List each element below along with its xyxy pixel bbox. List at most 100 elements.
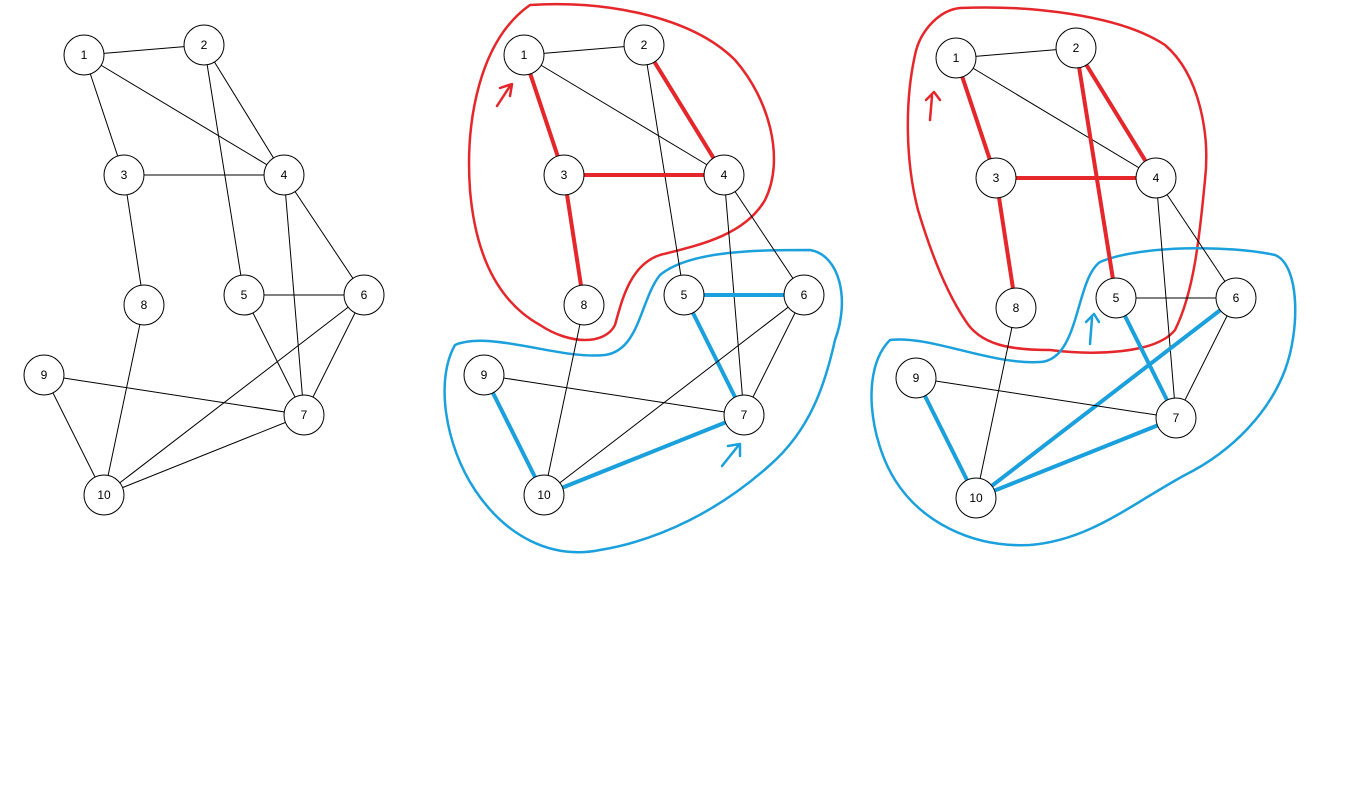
node-4: 4 bbox=[263, 154, 305, 196]
red-arrow-icon bbox=[924, 90, 942, 122]
edge-7-10 bbox=[103, 414, 305, 496]
node-circle bbox=[935, 37, 977, 79]
node-9: 9 bbox=[895, 357, 937, 399]
node-label: 10 bbox=[969, 491, 983, 505]
edge-2-5 bbox=[1074, 46, 1118, 300]
edge-3-8 bbox=[123, 174, 145, 306]
edge-6-7 bbox=[743, 294, 805, 416]
node-label: 1 bbox=[81, 48, 88, 62]
node-circle bbox=[623, 24, 665, 66]
edge-9-10 bbox=[482, 373, 546, 497]
node-3: 3 bbox=[103, 154, 145, 196]
edge-7-10 bbox=[542, 413, 746, 497]
node-label: 10 bbox=[97, 488, 111, 502]
edge-7-10 bbox=[974, 416, 1178, 500]
node-label: 8 bbox=[141, 298, 148, 312]
node-6: 6 bbox=[1215, 277, 1257, 319]
edge-3-8 bbox=[994, 176, 1018, 310]
node-circle bbox=[995, 287, 1037, 329]
node-label: 6 bbox=[361, 288, 368, 302]
edge-1-3 bbox=[83, 54, 125, 176]
node-3: 3 bbox=[975, 157, 1017, 199]
node-label: 3 bbox=[561, 168, 568, 182]
node-label: 7 bbox=[301, 408, 308, 422]
node-circle bbox=[723, 394, 765, 436]
node-10: 10 bbox=[523, 474, 565, 516]
edge-6-10 bbox=[103, 294, 365, 496]
edge-2-5 bbox=[643, 44, 685, 296]
node-circle bbox=[975, 157, 1017, 199]
node-circle bbox=[63, 34, 105, 76]
node-7: 7 bbox=[723, 394, 765, 436]
node-label: 10 bbox=[537, 488, 551, 502]
node-circle bbox=[263, 154, 305, 196]
node-label: 2 bbox=[1073, 41, 1080, 55]
partition-b-graph: 1 2 3 4 5 6 7 8 9 10 bbox=[870, 6, 1297, 547]
node-9: 9 bbox=[463, 354, 505, 396]
node-9: 9 bbox=[23, 354, 65, 396]
node-7: 7 bbox=[283, 394, 325, 436]
node-circle bbox=[23, 354, 65, 396]
original-graph: 1 2 3 4 5 6 7 8 9 10 bbox=[23, 24, 385, 516]
node-label: 4 bbox=[721, 168, 728, 182]
partition-a-graph: 1 2 3 4 5 6 7 8 9 10 bbox=[443, 2, 844, 554]
node-10: 10 bbox=[955, 477, 997, 519]
node-label: 2 bbox=[201, 38, 208, 52]
node-circle bbox=[895, 357, 937, 399]
edge-4-6 bbox=[283, 174, 365, 296]
node-circle bbox=[543, 154, 585, 196]
node-4: 4 bbox=[703, 154, 745, 196]
edge-2-4 bbox=[642, 43, 726, 177]
node-7: 7 bbox=[1155, 397, 1197, 439]
node-1: 1 bbox=[935, 37, 977, 79]
node-label: 8 bbox=[1013, 301, 1020, 315]
node-circle bbox=[1055, 27, 1097, 69]
node-2: 2 bbox=[623, 24, 665, 66]
node-circle bbox=[283, 394, 325, 436]
node-label: 8 bbox=[581, 298, 588, 312]
node-circle bbox=[343, 274, 385, 316]
node-label: 5 bbox=[681, 288, 688, 302]
node-2: 2 bbox=[1055, 27, 1097, 69]
node-label: 3 bbox=[993, 171, 1000, 185]
node-label: 2 bbox=[641, 38, 648, 52]
edge-1-4 bbox=[955, 57, 1157, 179]
node-label: 5 bbox=[1113, 291, 1120, 305]
edge-6-7 bbox=[303, 294, 365, 416]
edge-7-9 bbox=[483, 374, 745, 416]
edge-6-7 bbox=[1175, 297, 1237, 419]
node-1: 1 bbox=[503, 34, 545, 76]
node-10: 10 bbox=[83, 474, 125, 516]
edge-2-4 bbox=[1074, 46, 1158, 180]
node-circle bbox=[703, 154, 745, 196]
node-circle bbox=[1095, 277, 1137, 319]
red-region-outline bbox=[906, 6, 1208, 354]
node-circle bbox=[563, 284, 605, 326]
node-label: 4 bbox=[1153, 171, 1160, 185]
node-circle bbox=[503, 34, 545, 76]
node-5: 5 bbox=[1095, 277, 1137, 319]
node-label: 1 bbox=[521, 48, 528, 62]
edge-6-10 bbox=[543, 294, 805, 496]
node-5: 5 bbox=[223, 274, 265, 316]
node-label: 4 bbox=[281, 168, 288, 182]
node-circle bbox=[463, 354, 505, 396]
edge-9-10 bbox=[914, 376, 978, 500]
node-8: 8 bbox=[995, 287, 1037, 329]
edge-8-10 bbox=[543, 304, 585, 496]
node-label: 9 bbox=[913, 371, 920, 385]
blue-arrow-icon bbox=[720, 442, 742, 468]
node-circle bbox=[103, 154, 145, 196]
node-label: 7 bbox=[741, 408, 748, 422]
node-label: 6 bbox=[1233, 291, 1240, 305]
node-4: 4 bbox=[1135, 157, 1177, 199]
edge-1-3 bbox=[954, 56, 998, 180]
red-region-outline bbox=[467, 2, 776, 342]
edge-5-7 bbox=[682, 293, 746, 417]
node-label: 5 bbox=[241, 288, 248, 302]
edge-7-9 bbox=[915, 377, 1177, 419]
node-6: 6 bbox=[343, 274, 385, 316]
node-1: 1 bbox=[63, 34, 105, 76]
node-circle bbox=[183, 24, 225, 66]
